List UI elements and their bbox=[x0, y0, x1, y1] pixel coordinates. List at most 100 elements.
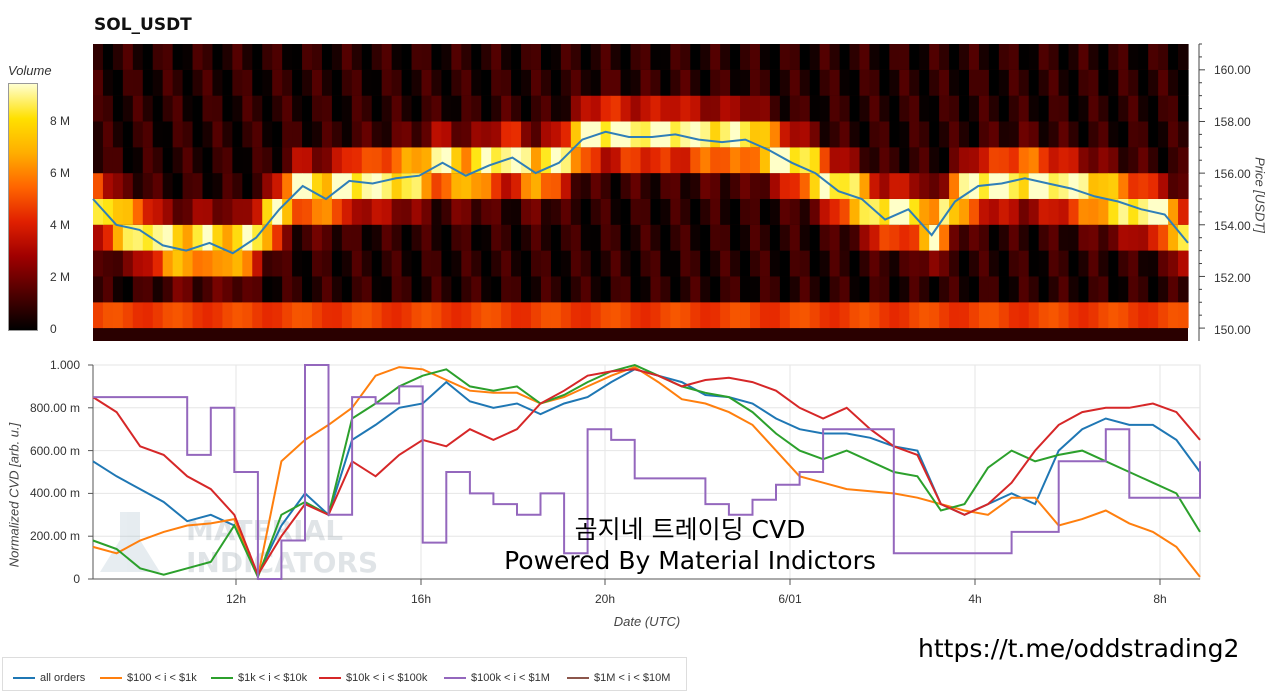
heatmap-cell bbox=[690, 173, 701, 199]
heatmap-cell bbox=[461, 224, 472, 251]
heatmap-cell bbox=[799, 224, 811, 251]
heatmap-cell bbox=[1148, 95, 1159, 122]
heatmap-cell bbox=[750, 95, 761, 122]
heatmap-cell bbox=[1168, 69, 1179, 96]
heatmap-cell bbox=[232, 69, 243, 96]
heatmap-cell bbox=[411, 224, 423, 251]
heatmap-cell bbox=[292, 121, 303, 148]
heatmap-cell bbox=[1018, 147, 1030, 174]
heatmap-cell bbox=[1088, 198, 1099, 225]
heatmap-cell bbox=[162, 44, 174, 70]
heatmap-cell bbox=[481, 198, 492, 225]
heatmap-cell bbox=[391, 173, 403, 199]
heatmap-cell bbox=[1168, 121, 1179, 148]
heatmap-cell bbox=[998, 121, 1010, 148]
heatmap-cell bbox=[142, 198, 154, 225]
heatmap-cell bbox=[162, 147, 174, 174]
heatmap-cell bbox=[759, 95, 771, 122]
heatmap-cell bbox=[988, 250, 1000, 277]
heatmap-cell bbox=[381, 95, 393, 122]
heatmap-cell bbox=[282, 276, 293, 303]
heatmap-cell bbox=[869, 276, 880, 303]
heatmap-cell bbox=[959, 95, 970, 122]
heatmap-cell bbox=[152, 224, 164, 251]
heatmap-cell bbox=[988, 44, 1000, 70]
heatmap-cell bbox=[929, 147, 940, 174]
heatmap-cell bbox=[570, 198, 582, 225]
heatmap-cell bbox=[949, 276, 960, 303]
heatmap-cell bbox=[829, 95, 841, 122]
legend-label: $1k < i < $10k bbox=[238, 672, 308, 684]
heatmap-cell bbox=[819, 69, 831, 96]
heatmap-cell bbox=[889, 69, 900, 96]
heatmap-cell bbox=[859, 44, 871, 70]
heatmap-cell bbox=[829, 44, 841, 70]
heatmap-cell bbox=[690, 276, 701, 303]
heatmap-cell bbox=[730, 250, 741, 277]
heatmap-cell bbox=[102, 147, 114, 174]
heatmap-cell bbox=[481, 250, 492, 277]
heatmap-cell bbox=[411, 121, 423, 148]
heatmap-cell bbox=[809, 147, 821, 174]
heatmap-cell bbox=[849, 95, 861, 122]
legend-item-1m-10m[interactable]: $1M < i < $10M bbox=[567, 672, 670, 684]
heatmap-cell bbox=[421, 302, 433, 329]
heatmap-cell bbox=[1048, 121, 1060, 148]
heatmap-cell bbox=[351, 95, 363, 122]
heatmap-cell bbox=[142, 95, 154, 122]
heatmap-cell bbox=[1108, 198, 1119, 225]
heatmap-cell bbox=[371, 173, 383, 199]
heatmap-cell bbox=[1118, 95, 1129, 122]
heatmap-cell bbox=[759, 276, 771, 303]
heatmap-cell bbox=[759, 198, 771, 225]
heatmap-cell bbox=[1138, 44, 1149, 70]
heatmap-cell bbox=[272, 173, 283, 199]
heatmap-cell bbox=[381, 44, 393, 70]
heatmap-cell bbox=[122, 44, 134, 70]
heatmap-cell bbox=[988, 95, 1000, 122]
heatmap-cell bbox=[102, 302, 114, 329]
heatmap-cell bbox=[839, 250, 851, 277]
heatmap-cell bbox=[590, 276, 602, 303]
heatmap-cell bbox=[789, 276, 801, 303]
legend-item-100k-1m[interactable]: $100k < i < $1M bbox=[444, 672, 550, 684]
heatmap-cell bbox=[202, 121, 214, 148]
heatmap-cell bbox=[302, 198, 313, 225]
heatmap-cell bbox=[93, 95, 104, 122]
heatmap-cell bbox=[590, 173, 602, 199]
telegram-link[interactable]: https://t.me/oddstrading2 bbox=[918, 634, 1240, 663]
heatmap-cell bbox=[441, 121, 452, 148]
legend-item-1k-10k[interactable]: $1k < i < $10k bbox=[211, 672, 307, 684]
heatmap-cell bbox=[1058, 69, 1070, 96]
legend-item-10k-100k[interactable]: $10k < i < $100k bbox=[319, 672, 427, 684]
heatmap-cell bbox=[302, 95, 313, 122]
heatmap-cell bbox=[1058, 224, 1070, 251]
heatmap-cell bbox=[1128, 250, 1139, 277]
legend-item-all-orders[interactable]: all orders bbox=[13, 672, 85, 684]
heatmap-cell bbox=[570, 250, 582, 277]
heatmap-cell bbox=[809, 198, 821, 225]
heatmap-cell bbox=[869, 250, 880, 277]
legend-item-100-1k[interactable]: $100 < i < $1k bbox=[100, 672, 197, 684]
heatmap-cell bbox=[700, 198, 711, 225]
heatmap-cell bbox=[819, 147, 831, 174]
heatmap-cell bbox=[1108, 276, 1119, 303]
heatmap-cell bbox=[491, 224, 502, 251]
heatmap-cell bbox=[839, 302, 851, 329]
heatmap-cell bbox=[630, 198, 642, 225]
heatmap-cell bbox=[959, 276, 970, 303]
heatmap-cell bbox=[1138, 224, 1149, 251]
heatmap-cell bbox=[252, 302, 263, 329]
heatmap-cell bbox=[371, 95, 383, 122]
heatmap-cell bbox=[162, 95, 174, 122]
cvd-line-1k-10k bbox=[92, 363, 1201, 580]
heatmap-cell bbox=[610, 147, 622, 174]
heatmap-cell bbox=[610, 44, 622, 70]
heatmap-cell bbox=[451, 95, 462, 122]
heatmap-cell bbox=[869, 302, 880, 329]
heatmap-cell bbox=[550, 302, 562, 329]
heatmap-cell bbox=[570, 147, 582, 174]
heatmap-cell bbox=[401, 44, 413, 70]
heatmap-cell bbox=[909, 147, 920, 174]
heatmap-cell bbox=[1118, 250, 1129, 277]
